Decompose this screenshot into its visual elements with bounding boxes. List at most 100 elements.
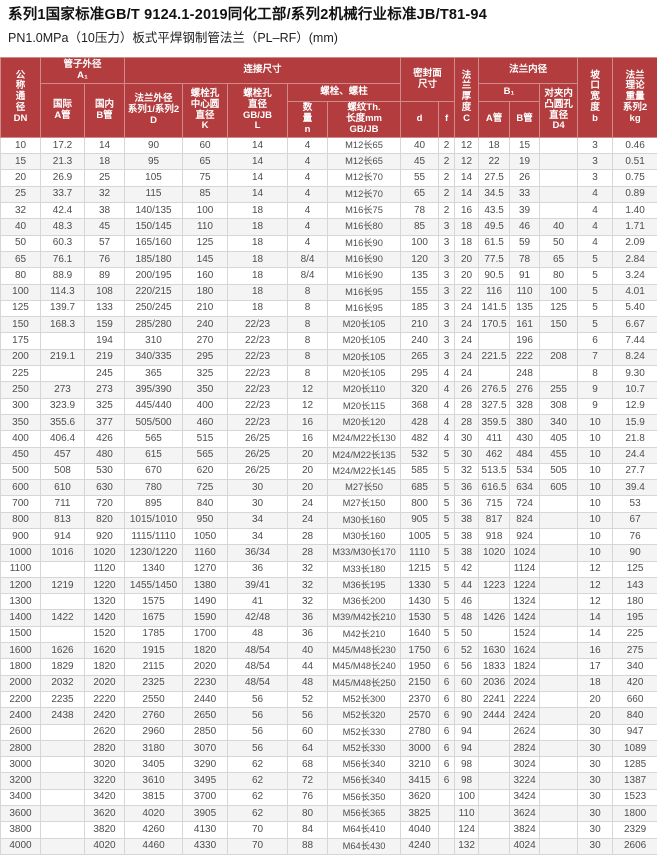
table-cell: 18 — [577, 674, 614, 692]
table-row: 4000 4020 4460 4330 70 88 M64长430 4240 132 4024 30… — [0, 837, 657, 855]
table-row: 2600 2620 2960 2850 56 60 M52长330 2780 6 94 2624 30… — [0, 723, 657, 741]
table-cell: 60 — [454, 674, 480, 692]
header-groove: 坡 口 宽 度 b — [577, 57, 614, 138]
table-cell: 32 — [287, 560, 329, 578]
table-cell: 2329 — [612, 821, 657, 839]
table-cell — [40, 756, 85, 774]
table-cell: 400 — [0, 430, 41, 448]
table-cell: 3200 — [0, 772, 41, 790]
table-cell: 3020 — [83, 756, 126, 774]
table-cell: M16长90 — [327, 267, 402, 285]
table-cell — [478, 837, 511, 855]
table-cell: 3824 — [509, 821, 541, 839]
table-cell: 2 — [438, 202, 456, 220]
table-cell — [438, 821, 456, 839]
table-cell: 100 — [454, 788, 480, 807]
table-cell: 135 — [509, 299, 541, 318]
table-cell: M56长340 — [327, 756, 402, 774]
table-cell: 24 — [454, 365, 480, 383]
table-cell: 10.7 — [612, 381, 657, 399]
table-cell: 605 — [539, 479, 579, 497]
table-cell: 100 — [400, 234, 440, 252]
table-cell: 14 — [577, 609, 614, 627]
table-cell: 39.4 — [612, 479, 657, 497]
table-cell: 5 — [438, 495, 456, 513]
table-cell: 7.44 — [612, 332, 657, 350]
table-cell: 125 — [612, 560, 657, 578]
table-cell — [40, 772, 85, 790]
header-b1: B₁ — [478, 83, 541, 103]
table-cell: 6 — [577, 332, 614, 350]
table-cell: 60 — [287, 723, 329, 741]
table-cell — [539, 495, 579, 513]
table-cell: 75 — [182, 169, 229, 187]
table-cell: 1215 — [400, 560, 440, 578]
table-cell: 700 — [0, 495, 41, 513]
table-cell: 10 — [577, 446, 614, 464]
table-cell: 76 — [287, 788, 329, 807]
table-cell: 4460 — [124, 837, 184, 855]
table-cell — [40, 593, 85, 611]
table-cell: 160 — [182, 267, 229, 285]
table-cell: 2241 — [478, 690, 511, 709]
table-cell: 94 — [454, 739, 480, 758]
table-cell: 6 — [438, 642, 456, 660]
table-cell: 3070 — [182, 739, 229, 758]
table-cell: 1285 — [612, 756, 657, 774]
table-cell: 1424 — [509, 609, 541, 627]
table-cell: 405 — [539, 430, 579, 448]
table-cell: 426 — [83, 430, 126, 448]
table-cell: 20 — [287, 462, 329, 481]
table-cell: 20 — [287, 479, 329, 497]
table-cell: 38 — [83, 202, 126, 220]
table-cell: 2115 — [124, 658, 184, 676]
table-cell: 59 — [509, 234, 541, 252]
table-cell: 56 — [287, 707, 329, 725]
header-weight: 法兰 理论 重量 系列2 kg — [612, 57, 657, 138]
table-cell: 12 — [577, 560, 614, 578]
table-cell: 2780 — [400, 723, 440, 741]
table-cell: 33 — [509, 185, 541, 204]
table-cell: 8/4 — [287, 250, 329, 269]
table-cell: 5.40 — [612, 299, 657, 318]
table-cell: 2370 — [400, 690, 440, 709]
table-cell: 1120 — [83, 560, 126, 578]
table-cell: 141.5 — [478, 299, 511, 318]
table-cell: M20长110 — [327, 381, 402, 399]
table-cell: 34.5 — [478, 185, 511, 204]
table-cell: 8/4 — [287, 267, 329, 285]
table-cell: 275 — [612, 642, 657, 660]
table-cell: 125 — [182, 234, 229, 252]
table-cell: 124 — [454, 821, 480, 839]
table-cell: 4 — [287, 185, 329, 204]
table-cell: 276 — [509, 381, 541, 399]
table-row: 80 88.9 89 200/195 160 18 8/4 M16长90 135 3 20 90.5 9… — [0, 267, 657, 285]
table-cell: 3180 — [124, 739, 184, 758]
table-cell: 5 — [438, 560, 456, 578]
table-cell: 4240 — [400, 837, 440, 855]
table-cell: 90 — [454, 707, 480, 725]
table-cell: 3405 — [124, 756, 184, 774]
header-bolts: 螺栓、螺柱 — [287, 83, 402, 103]
table-cell: M45/M48长230 — [327, 642, 402, 660]
table-cell — [539, 658, 579, 676]
table-cell: 3 — [438, 267, 456, 285]
table-cell: 18 — [454, 218, 480, 236]
table-cell: 2420 — [83, 707, 126, 725]
table-cell: 1700 — [182, 625, 229, 644]
table-cell: 32 — [83, 185, 126, 204]
table-cell: 530 — [83, 462, 126, 481]
table-cell: 1620 — [83, 642, 126, 660]
table-cell: 12 — [577, 593, 614, 611]
table-cell: 4 — [577, 218, 614, 236]
table-cell: 2624 — [509, 723, 541, 741]
table-cell: M30长160 — [327, 527, 402, 546]
table-cell: 16 — [577, 642, 614, 660]
table-cell: 168.3 — [40, 316, 85, 334]
table-cell: 320 — [400, 381, 440, 399]
table-cell: 170.5 — [478, 316, 511, 334]
table-cell: 50 — [539, 234, 579, 252]
table-cell — [539, 772, 579, 790]
table-cell: 105 — [124, 169, 184, 187]
table-cell: M30长160 — [327, 511, 402, 530]
